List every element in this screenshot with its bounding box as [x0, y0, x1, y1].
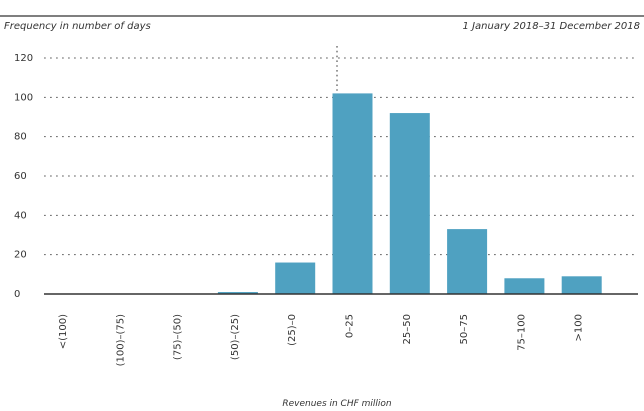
bar: [275, 262, 316, 294]
bar: [389, 113, 430, 294]
bars-layer: [217, 93, 602, 295]
x-tick-label: 50–75: [459, 314, 470, 344]
axis-layer: 0 20 40 60 80 100 120: [14, 53, 638, 300]
bar: [332, 93, 373, 295]
x-tick-label: (100)–(75): [115, 314, 126, 367]
x-tick-label: 75–100: [516, 314, 527, 351]
y-tick-label: 120: [14, 53, 33, 64]
x-tick-label: 0–25: [345, 314, 356, 338]
y-tick-label: 60: [14, 171, 27, 182]
x-axis-title: Revenues in CHF million: [282, 399, 392, 409]
y-tick-label: 0: [14, 289, 20, 300]
y-tick-label: 80: [14, 132, 27, 143]
y-tick-label: 20: [14, 250, 27, 261]
x-tick-label: (25)–0: [287, 314, 298, 346]
y-tick-label: 40: [14, 210, 27, 221]
subtitle-left: Frequency in number of days: [4, 21, 151, 32]
x-tick-label: 25–50: [402, 314, 413, 344]
bar: [561, 276, 602, 294]
y-tick-label: 100: [14, 92, 33, 103]
x-tick-label: >100: [574, 314, 585, 341]
bar: [217, 292, 258, 294]
x-tick-label: (75)–(50): [173, 314, 184, 360]
x-tick-layer: <(100) (100)–(75) (75)–(50) (50)–(25) (25)–0…: [58, 314, 585, 367]
bar: [447, 229, 488, 294]
subtitle-right: 1 January 2018–31 December 2018: [463, 21, 640, 32]
x-tick-label: (50)–(25): [230, 314, 241, 360]
x-tick-label: <(100): [58, 314, 69, 349]
bar: [504, 278, 545, 294]
